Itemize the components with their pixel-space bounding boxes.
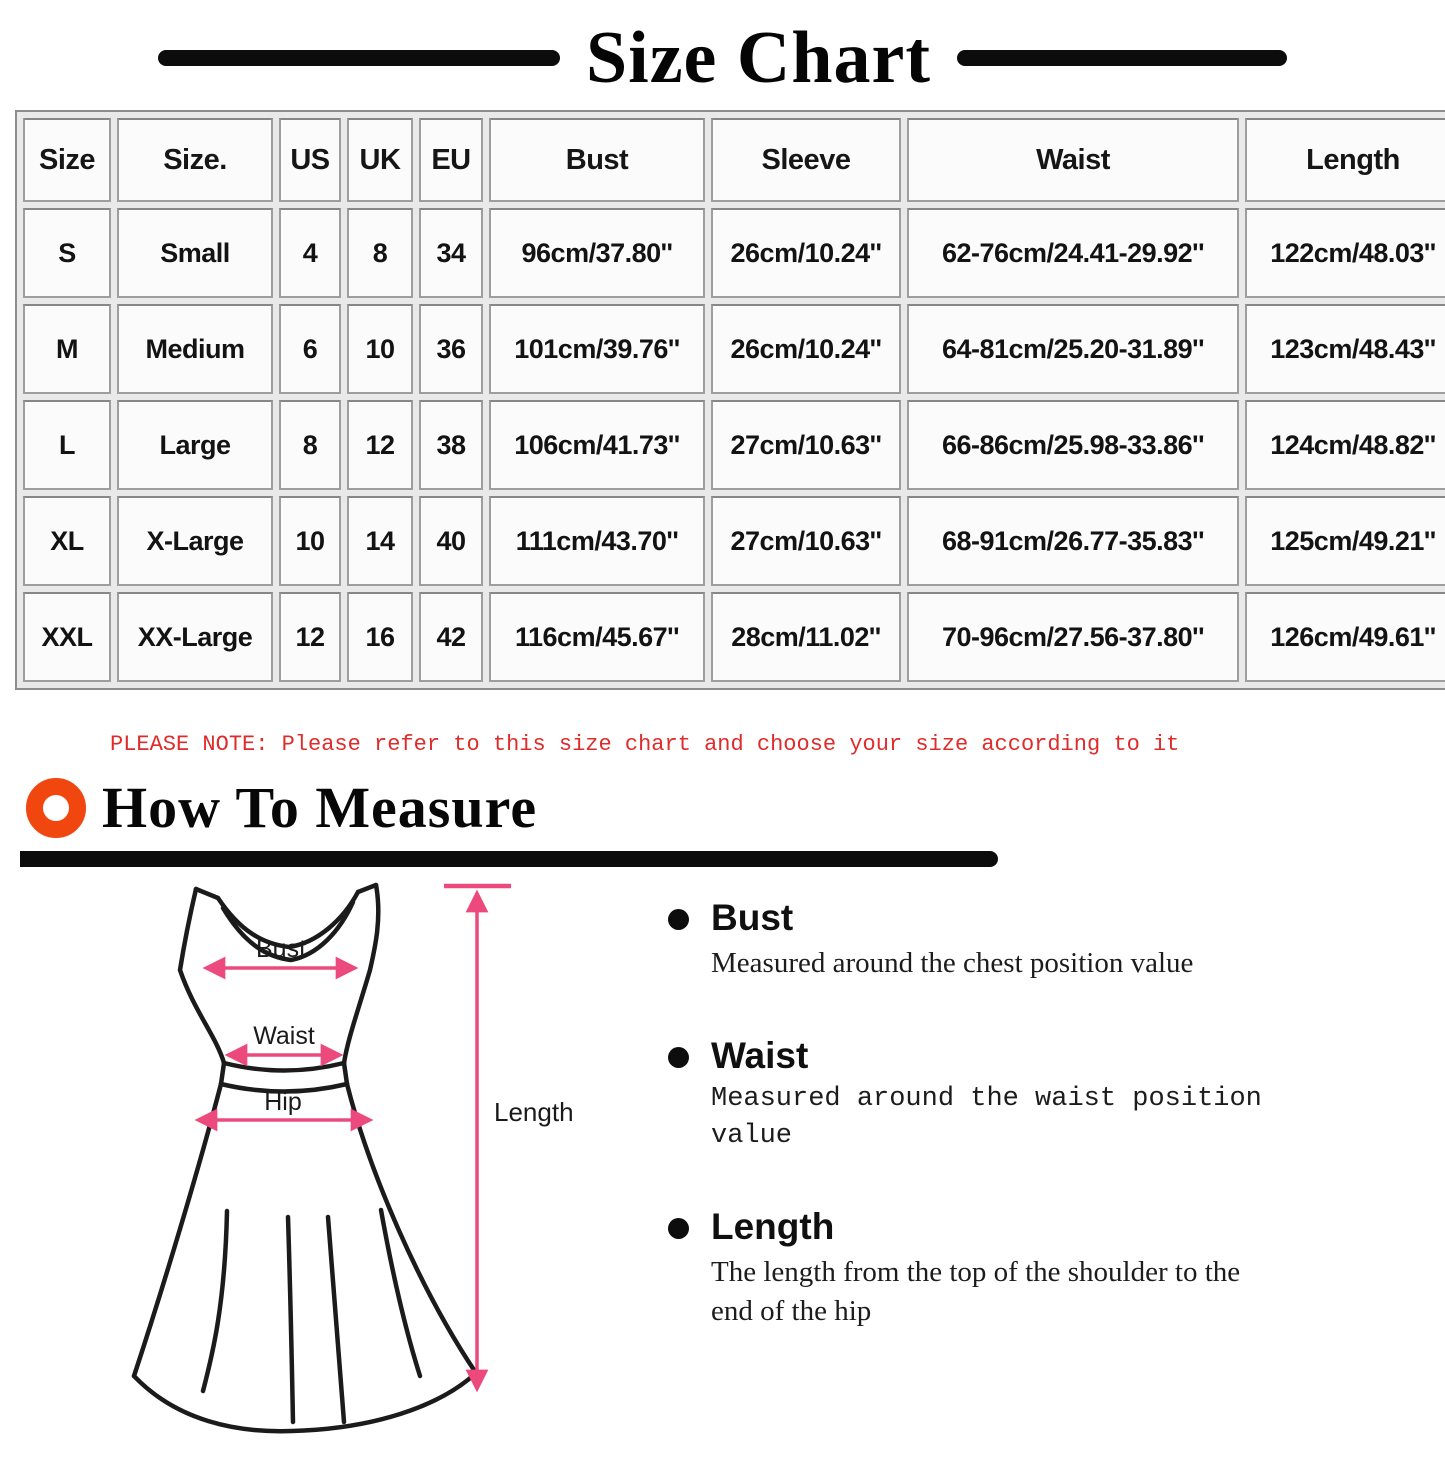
size-cell: 36 (419, 304, 483, 394)
size-row: L Large 8 12 38 106cm/41.73'' 27cm/10.63'' 66-8… (23, 400, 1445, 490)
size-cell: 27cm/10.63'' (711, 400, 901, 490)
size-cell: Medium (117, 304, 273, 394)
size-cell: M (23, 304, 111, 394)
size-cell: XXL (23, 592, 111, 682)
size-cell: 62-76cm/24.41-29.92'' (907, 208, 1239, 298)
waist-line-label: Waist (253, 1022, 315, 1050)
bullet-dot-icon (668, 1218, 689, 1240)
size-note: PLEASE NOTE: Please refer to this size c… (110, 732, 1180, 757)
size-cell: 28cm/11.02'' (711, 592, 901, 682)
size-cell: 124cm/48.82'' (1245, 400, 1445, 490)
column-header: Size. (117, 118, 273, 202)
size-cell: 96cm/37.80'' (489, 208, 705, 298)
size-table-container: Size Size. US UK EU Bust Sleeve Waist Length S Sm… (15, 110, 1445, 690)
size-cell: 38 (419, 400, 483, 490)
column-header: Waist (907, 118, 1239, 202)
hip-line-label: Hip (264, 1088, 302, 1116)
size-cell: 40 (419, 496, 483, 586)
size-cell: 8 (347, 208, 413, 298)
column-header: Size (23, 118, 111, 202)
measure-guide-item-waist: Waist Measured around the waist position… (668, 1035, 1348, 1154)
size-cell: 68-91cm/26.77-35.83'' (907, 496, 1239, 586)
size-cell: S (23, 208, 111, 298)
measure-guide-item-length: Length The length from the top of the sh… (668, 1206, 1348, 1331)
size-row: XL X-Large 10 14 40 111cm/43.70'' 27cm/10.63''… (23, 496, 1445, 586)
size-cell: 4 (279, 208, 341, 298)
column-header: EU (419, 118, 483, 202)
measurement-lines (194, 883, 511, 1393)
size-cell: 27cm/10.63'' (711, 496, 901, 586)
how-to-measure-title: How To Measure (102, 775, 538, 840)
size-cell: 70-96cm/27.56-37.80'' (907, 592, 1239, 682)
measure-section: Bust Waist Hip Length Bust Measured arou… (0, 873, 1445, 1458)
size-cell: XX-Large (117, 592, 273, 682)
size-cell: 12 (279, 592, 341, 682)
size-cell: 6 (279, 304, 341, 394)
title-rule-left (158, 50, 560, 66)
bullet-dot-icon (668, 1046, 689, 1068)
size-row: M Medium 6 10 36 101cm/39.76'' 26cm/10.24'' 64-… (23, 304, 1445, 394)
size-cell: 26cm/10.24'' (711, 208, 901, 298)
dress-measurement-diagram: Bust Waist Hip Length (62, 873, 652, 1458)
size-cell: 66-86cm/25.98-33.86'' (907, 400, 1239, 490)
guide-term: Waist (711, 1034, 809, 1076)
size-cell: 123cm/48.43'' (1245, 304, 1445, 394)
guide-description: The length from the top of the shoulder … (711, 1255, 1241, 1327)
column-header: US (279, 118, 341, 202)
diagram-labels: Bust Waist Hip Length (253, 935, 573, 1127)
size-cell: 125cm/49.21'' (1245, 496, 1445, 586)
measure-guide-item-bust: Bust Measured around the chest position … (668, 897, 1348, 983)
size-cell: 10 (347, 304, 413, 394)
size-table-header-row: Size Size. US UK EU Bust Sleeve Waist Length (23, 118, 1445, 202)
size-row: S Small 4 8 34 96cm/37.80'' 26cm/10.24'' 62-76c… (23, 208, 1445, 298)
bust-line-label: Bust (256, 935, 306, 963)
ring-bullet-icon (26, 778, 86, 838)
size-cell: 116cm/45.67'' (489, 592, 705, 682)
size-cell: X-Large (117, 496, 273, 586)
column-header: Bust (489, 118, 705, 202)
size-cell: 26cm/10.24'' (711, 304, 901, 394)
guide-term: Length (711, 1206, 835, 1248)
title-rule-right (957, 50, 1287, 66)
size-cell: L (23, 400, 111, 490)
size-cell: 8 (279, 400, 341, 490)
column-header: UK (347, 118, 413, 202)
size-cell: XL (23, 496, 111, 586)
how-to-measure-header: How To Measure (26, 775, 1445, 841)
size-table: Size Size. US UK EU Bust Sleeve Waist Length S Sm… (15, 110, 1445, 690)
page-title: Size Chart (586, 17, 931, 99)
size-cell: 42 (419, 592, 483, 682)
size-cell: 64-81cm/25.20-31.89'' (907, 304, 1239, 394)
guide-description: Measured around the chest position value (711, 946, 1194, 979)
guide-term: Bust (711, 897, 794, 938)
size-chart-header: Size Chart (0, 0, 1445, 100)
size-cell: Small (117, 208, 273, 298)
column-header: Length (1245, 118, 1445, 202)
size-cell: Large (117, 400, 273, 490)
size-cell: 34 (419, 208, 483, 298)
size-cell: 14 (347, 496, 413, 586)
size-cell: 16 (347, 592, 413, 682)
length-line-label: Length (494, 1097, 574, 1127)
size-cell: 10 (279, 496, 341, 586)
dress-diagram-svg: Bust Waist Hip Length (131, 882, 574, 1434)
size-cell: 12 (347, 400, 413, 490)
size-cell: 111cm/43.70'' (489, 496, 705, 586)
bullet-dot-icon (668, 909, 689, 930)
size-cell: 126cm/49.61'' (1245, 592, 1445, 682)
heading-underline (20, 851, 998, 867)
guide-description: Measured around the waist position value (711, 1084, 1262, 1151)
size-cell: 106cm/41.73'' (489, 400, 705, 490)
measure-guide-list: Bust Measured around the chest position … (652, 873, 1348, 1458)
size-cell: 101cm/39.76'' (489, 304, 705, 394)
column-header: Sleeve (711, 118, 901, 202)
size-row: XXL XX-Large 12 16 42 116cm/45.67'' 28cm/11.02… (23, 592, 1445, 682)
size-cell: 122cm/48.03'' (1245, 208, 1445, 298)
